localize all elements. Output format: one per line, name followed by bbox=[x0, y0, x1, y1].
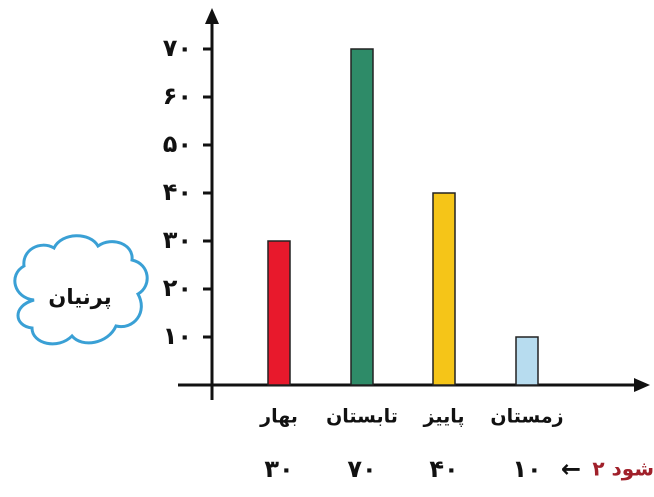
bars bbox=[267, 48, 539, 386]
y-tick-label: ۲۰ bbox=[163, 274, 192, 302]
note-text: ۲ شود bbox=[592, 457, 654, 481]
y-ticks: ۱۰ ۲۰ ۳۰ ۴۰ ۵۰ ۶۰ ۷۰ bbox=[163, 34, 212, 350]
value-label: ۱۰ bbox=[512, 455, 541, 483]
value-label: ۷۰ bbox=[347, 455, 376, 483]
y-tick-label: ۶۰ bbox=[163, 82, 192, 110]
bar bbox=[432, 192, 456, 386]
bar bbox=[267, 240, 291, 386]
value-label: ۴۰ bbox=[429, 455, 458, 483]
cloud-label: پرنیان bbox=[48, 285, 111, 309]
x-tick-labels: بهار تابستان پاییز زمستان bbox=[259, 406, 563, 428]
y-tick-label: ۴۰ bbox=[163, 178, 192, 206]
value-row: ۳۰ ۷۰ ۴۰ ۱۰ ← ۲ شود bbox=[264, 455, 654, 483]
x-axis-arrow bbox=[634, 378, 650, 392]
y-tick-label: ۵۰ bbox=[163, 130, 192, 158]
x-tick-label: تابستان bbox=[326, 406, 398, 428]
y-tick-label: ۳۰ bbox=[163, 226, 192, 254]
x-tick-label: زمستان bbox=[490, 406, 563, 428]
x-tick-label: بهار bbox=[259, 406, 298, 428]
y-axis-arrow bbox=[205, 8, 219, 24]
bar bbox=[350, 48, 374, 386]
arrow-left-icon: ← bbox=[561, 455, 581, 483]
cloud-badge: پرنیان bbox=[13, 234, 149, 346]
y-tick-label: ۷۰ bbox=[163, 34, 192, 62]
y-tick-label: ۱۰ bbox=[163, 322, 192, 350]
bar bbox=[515, 336, 539, 386]
cloud-shape bbox=[13, 234, 149, 346]
x-tick-label: پاییز bbox=[423, 406, 465, 428]
value-label: ۳۰ bbox=[264, 455, 293, 483]
